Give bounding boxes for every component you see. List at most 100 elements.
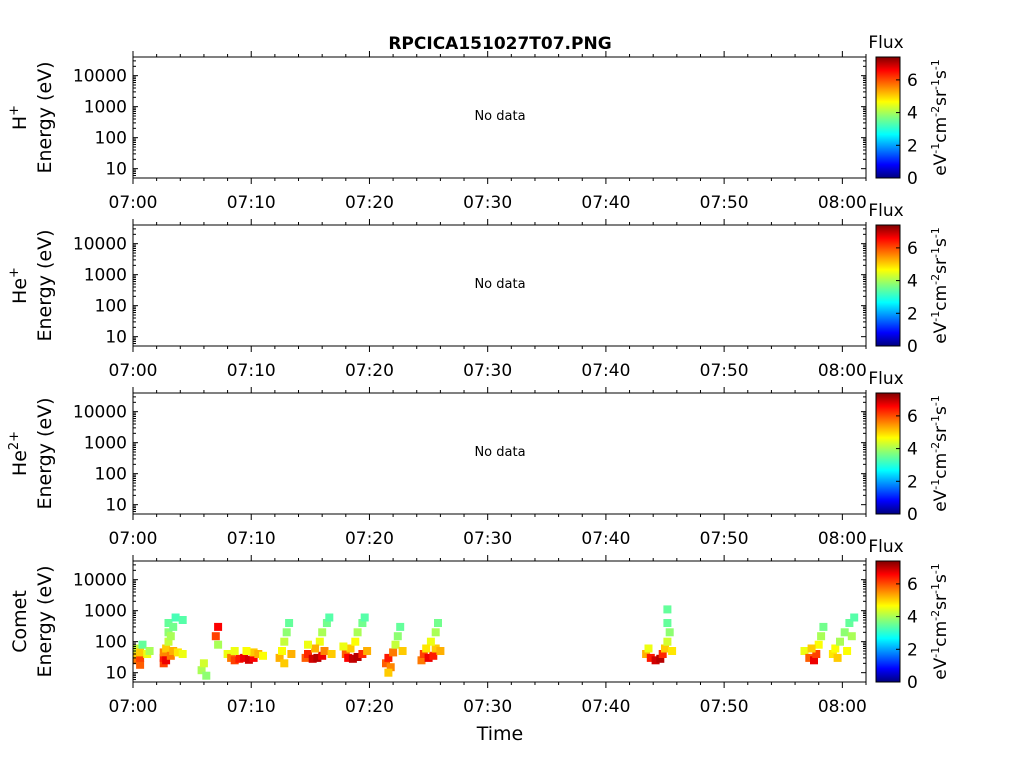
heatmap-cell: [663, 637, 672, 646]
panel-4: 10 100 1000 10000 07:00 07:10 07:20 07:30 07:40 0…: [9, 537, 951, 717]
heatmap-cell: [169, 647, 178, 655]
heatmap-cell: [348, 654, 357, 663]
heatmap-cells: [132, 605, 859, 680]
heatmap-cell: [318, 628, 327, 637]
heatmap-cell: [259, 651, 267, 660]
heatmap-cell: [211, 632, 220, 641]
heatmap-cell: [396, 622, 405, 631]
y-tick-label: 10: [105, 328, 127, 348]
colorbar-tick-label: 6: [907, 575, 918, 595]
heatmap-cell: [353, 653, 362, 661]
heatmap-cell: [318, 651, 327, 660]
y-tick-label: 10: [105, 496, 127, 516]
heatmap-cell: [800, 647, 809, 655]
heatmap-cell: [644, 644, 653, 653]
x-tick-label: 07:50: [700, 697, 749, 717]
no-data-label: No data: [474, 109, 525, 124]
heatmap-cell: [431, 644, 440, 653]
heatmap-cell: [230, 647, 239, 655]
heatmap-cell: [169, 622, 178, 631]
heatmap-cell: [819, 622, 828, 631]
x-tick-label: 07:10: [227, 193, 276, 213]
x-tick-label: 07:30: [463, 697, 512, 717]
y-tick-label: 100: [95, 465, 127, 485]
colorbar-gradient: [875, 224, 901, 347]
heatmap-cell: [136, 653, 145, 662]
heatmap-cell: [426, 637, 435, 646]
heatmap-cell: [836, 637, 844, 646]
y-tick-label: 1000: [84, 434, 127, 454]
heatmap-cell: [422, 644, 431, 653]
no-data-label: No data: [474, 277, 525, 292]
colorbar-title: Flux: [868, 537, 903, 557]
heatmap-cell: [384, 668, 393, 677]
plot-frame: [132, 560, 867, 683]
colorbar-tick-label: 2: [907, 304, 918, 324]
heatmap-cell: [812, 650, 821, 658]
no-data-label: No data: [474, 445, 525, 460]
colorbar: Flux 0 2 4 6 eV-1cm-2sr-1s-1: [868, 33, 951, 189]
heatmap-cell: [358, 619, 367, 627]
heatmap-cell: [417, 656, 426, 665]
heatmap-cell: [173, 648, 182, 657]
heatmap-cell: [814, 640, 823, 649]
heatmap-cell: [202, 671, 211, 680]
y-tick-label: 10000: [73, 235, 127, 255]
heatmap-cell: [363, 647, 372, 655]
colorbar: Flux 0 2 4 6 eV-1cm-2sr-1s-1: [868, 201, 951, 357]
heatmap-cell: [810, 656, 818, 665]
heatmap-cell: [436, 647, 445, 655]
heatmap-cell: [214, 640, 223, 649]
heatmap-cell: [304, 650, 312, 658]
y-axis-species-label: Comet: [9, 590, 31, 653]
y-tick-label: 10000: [73, 403, 127, 423]
heatmap-cell: [661, 644, 669, 653]
heatmap-cell: [244, 655, 253, 664]
colorbar-title: Flux: [868, 33, 903, 53]
heatmap-cell: [419, 650, 428, 658]
heatmap-cell: [344, 653, 353, 662]
heatmap-cell: [308, 654, 317, 663]
colorbar: Flux 0 2 4 6 eV-1cm-2sr-1s-1: [868, 537, 951, 693]
heatmap-cell: [280, 637, 289, 646]
colorbar-tick-label: 4: [907, 104, 918, 124]
heatmap-cell: [327, 650, 336, 658]
colorbar-tick-label: 6: [907, 407, 918, 427]
heatmap-cell: [805, 653, 814, 662]
heatmap-cell: [197, 666, 206, 675]
plot-frame: [132, 56, 867, 179]
heatmap-cell: [351, 637, 360, 646]
heatmap-cell: [230, 656, 239, 665]
y-tick-label: 10: [105, 160, 127, 180]
x-tick-label: 07:40: [581, 193, 630, 213]
colorbar-tick-label: 6: [907, 239, 918, 259]
heatmap-cell: [646, 653, 655, 662]
colorbar-tick-label: 0: [907, 337, 918, 357]
colorbar-tick-label: 4: [907, 272, 918, 292]
heatmap-cell: [280, 659, 289, 668]
heatmap-cell: [382, 659, 390, 668]
heatmap-cell: [651, 656, 660, 665]
colorbar-tick-label: 0: [907, 169, 918, 189]
heatmap-cell: [840, 628, 849, 637]
x-tick-label: 08:00: [818, 697, 867, 717]
heatmap-cell: [322, 619, 331, 627]
colorbar-unit-label: eV-1cm-2sr-1s-1: [929, 395, 951, 512]
x-axis-label: Time: [476, 723, 524, 745]
y-tick-label: 10000: [73, 67, 127, 87]
x-tick-label: 07:30: [463, 193, 512, 213]
x-tick-label: 07:50: [700, 193, 749, 213]
panel-2: 10 100 1000 10000 07:00 07:10 07:20 07:30 07:40 0…: [7, 201, 951, 381]
x-tick-label: 07:20: [345, 361, 394, 381]
heatmap-cell: [817, 632, 826, 641]
heatmap-cell: [287, 650, 296, 658]
heatmap-cell: [162, 656, 171, 665]
heatmap-cell: [325, 613, 334, 622]
heatmap-cell: [249, 648, 258, 657]
colorbar-tick-label: 6: [907, 71, 918, 91]
heatmap-cell: [353, 628, 362, 637]
colorbar: Flux 0 2 4 6 eV-1cm-2sr-1s-1: [868, 369, 951, 525]
x-tick-label: 07:50: [700, 361, 749, 381]
heatmap-cell: [845, 619, 854, 627]
heatmap-cell: [242, 647, 251, 655]
